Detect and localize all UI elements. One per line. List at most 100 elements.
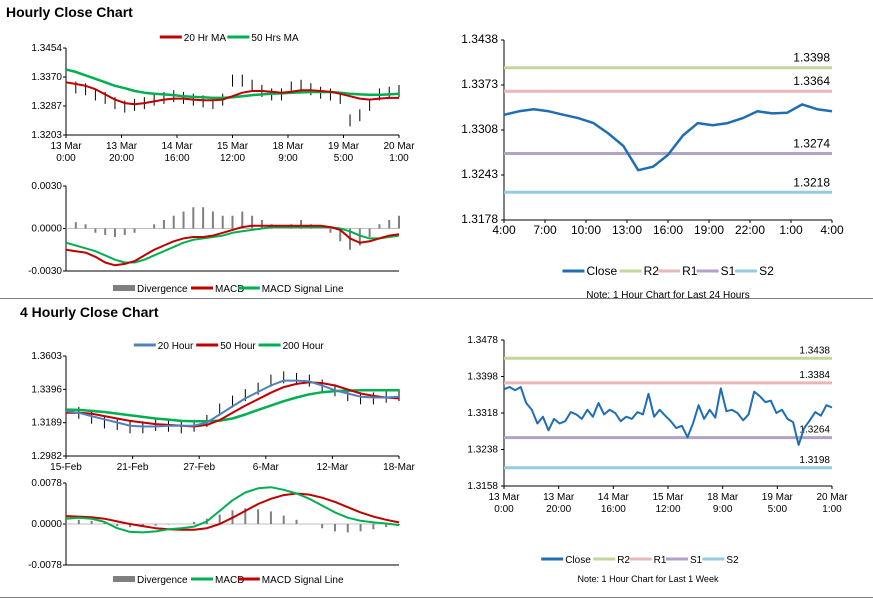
hourly-price-x-tick-time: 16:00 — [164, 153, 189, 164]
hourly-macd-macd-line — [65, 224, 400, 267]
four-hourly-close-y-tick: 1.3398 — [467, 372, 498, 383]
hourly-close-y-tick: 1.3438 — [461, 32, 498, 46]
four-hourly-price-ma-20-line — [65, 379, 400, 428]
four-hourly-price-x-tick: 27-Feb — [183, 462, 215, 473]
four-hourly-close-x-tick-time: 16:00 — [601, 504, 626, 515]
four-hourly-close-x-tick-date: 19 Mar — [762, 492, 794, 503]
four-hourly-price-y-tick: 1.3396 — [31, 384, 62, 395]
hourly-macd-y-tick: 0.0000 — [31, 224, 62, 235]
hourly-close-legend-label: R2 — [644, 264, 660, 278]
hourly-price-legend-label: 20 Hr MA — [184, 33, 227, 44]
four-hourly-price-x-tick: 15-Feb — [50, 462, 82, 473]
four-hourly-close-close-line — [503, 386, 833, 446]
hourly-macd-signal-line — [65, 226, 400, 264]
four-hourly-price-x-tick: 12-Mar — [317, 462, 349, 473]
four-hourly-close-legend-label: S2 — [726, 555, 739, 566]
four-hourly-close-y-tick: 1.3478 — [467, 335, 498, 346]
hourly-macd-y-tick: -0.0030 — [28, 266, 62, 277]
four-hourly-price-y-tick: 1.2982 — [31, 451, 62, 462]
hourly-close-legend-label: Close — [586, 264, 617, 278]
hourly-price-x-tick-time: 0:00 — [56, 153, 76, 164]
four-hourly-close-level-label: 1.3264 — [799, 425, 830, 436]
hourly-price-x-tick-date: 13 Mar — [50, 141, 82, 152]
four-hourly-close-y-tick: 1.3238 — [467, 445, 498, 456]
hourly-price-x-tick-time: 1:00 — [389, 153, 409, 164]
four-hourly-macd-legend-label: MACD Signal Line — [262, 575, 344, 586]
hourly-price-y-tick: 1.3454 — [31, 43, 62, 54]
four-hourly-price-y-tick: 1.3603 — [31, 351, 62, 362]
four-hourly-price-legend-label: 200 Hour — [283, 341, 325, 352]
four-hourly-close-x-tick-date: 13 Mar — [543, 492, 575, 503]
hourly-close-level-label: 1.3364 — [793, 74, 830, 88]
four-hourly-close-x-tick-time: 20:00 — [546, 504, 571, 515]
four-hourly-price-legend-label: 50 Hour — [220, 341, 256, 352]
four-hourly-close-x-tick-time: 9:00 — [713, 504, 733, 515]
four-hourly-close-x-tick-time: 0:00 — [494, 504, 514, 515]
hourly-price-y-tick: 1.3203 — [31, 130, 62, 141]
four-hourly-price-ma-200-line — [65, 389, 399, 423]
hourly-close-x-tick: 19:00 — [694, 223, 724, 237]
bottom-divider — [0, 597, 873, 598]
hourly-macd-legend-label: MACD — [215, 284, 244, 295]
hourly-price-x-tick-time: 5:00 — [334, 153, 354, 164]
four-hourly-close-level-label: 1.3438 — [799, 345, 830, 356]
hourly-close-x-tick: 1:00 — [779, 223, 803, 237]
hourly-macd-y-tick: 0.0030 — [31, 181, 62, 192]
hourly-close-level-label: 1.3274 — [793, 137, 830, 151]
hourly-price-x-tick-time: 9:00 — [278, 153, 298, 164]
four-hourly-price-x-tick: 6-Mar — [253, 462, 280, 473]
hourly-price-legend-label: 50 Hrs MA — [251, 33, 299, 44]
four-hourly-macd-legend-swatch — [113, 576, 135, 582]
hourly-macd-legend-label: Divergence — [137, 284, 188, 295]
hourly-macd-legend-label: MACD Signal Line — [262, 284, 344, 295]
hourly-price-x-tick-date: 19 Mar — [328, 141, 360, 152]
hourly-close-legend-label: R1 — [682, 264, 698, 278]
hourly-close-y-tick: 1.3243 — [461, 167, 498, 181]
four-hourly-close-y-tick: 1.3158 — [467, 481, 498, 492]
four-hourly-price-x-tick: 21-Feb — [117, 462, 149, 473]
hourly-price-x-tick-date: 18 Mar — [272, 141, 304, 152]
four-hourly-price-ma-50-line — [66, 381, 400, 428]
four-hourly-close-y-tick: 1.3318 — [467, 408, 498, 419]
hourly-macd-legend-swatch — [113, 285, 135, 291]
hourly-close-level-label: 1.3218 — [793, 175, 830, 189]
hourly-close-x-tick: 4:00 — [820, 223, 844, 237]
four-hourly-price-legend-label: 20 Hour — [158, 341, 194, 352]
four-hourly-section-title: 4 Hourly Close Chart — [20, 304, 159, 320]
hourly-close-legend-label: S1 — [721, 264, 736, 278]
four-hourly-macd-y-tick: 0.0078 — [31, 478, 62, 489]
four-hourly-close-x-tick-time: 5:00 — [768, 504, 788, 515]
hourly-price-ma-fast-line — [65, 81, 399, 106]
hourly-close-x-tick: 7:00 — [533, 223, 557, 237]
four-hourly-close-x-tick-date: 13 Mar — [488, 492, 520, 503]
four-hourly-macd-legend-label: Divergence — [137, 575, 188, 586]
hourly-close-close-line — [503, 103, 833, 172]
hourly-close-y-tick: 1.3308 — [461, 122, 498, 136]
hourly-price-x-tick-time: 20:00 — [109, 153, 134, 164]
four-hourly-close-x-tick-date: 18 Mar — [707, 492, 739, 503]
four-hourly-close-legend-label: S1 — [690, 555, 703, 566]
hourly-price-x-tick-date: 20 Mar — [383, 141, 415, 152]
four-hourly-close-level-label: 1.3198 — [799, 455, 830, 466]
four-hourly-macd-y-tick: -0.0078 — [28, 560, 62, 571]
four-hourly-close-x-tick-time: 1:00 — [822, 504, 842, 515]
hourly-close-x-tick: 22:00 — [735, 223, 765, 237]
four-hourly-close-x-tick-date: 14 Mar — [598, 492, 630, 503]
hourly-price-x-tick-date: 14 Mar — [161, 141, 193, 152]
hourly-section-title: Hourly Close Chart — [6, 4, 133, 20]
four-hourly-close-note: Note: 1 Hour Chart for Last 1 Week — [578, 574, 719, 584]
four-hourly-close-legend-label: R2 — [617, 555, 630, 566]
hourly-close-y-tick: 1.3178 — [461, 212, 498, 226]
hourly-price-x-tick-date: 13 Mar — [106, 141, 138, 152]
hourly-close-note: Note: 1 Hour Chart for Last 24 Hours — [586, 290, 749, 301]
four-hourly-macd-legend-label: MACD — [215, 575, 244, 586]
four-hourly-close-x-tick-date: 20 Mar — [816, 492, 848, 503]
four-hourly-close-x-tick-date: 15 Mar — [652, 492, 684, 503]
hourly-close-y-tick: 1.3373 — [461, 77, 498, 91]
hourly-close-x-tick: 4:00 — [492, 223, 516, 237]
hourly-price-y-tick: 1.3287 — [31, 101, 62, 112]
four-hourly-macd-y-tick: 0.0000 — [31, 519, 62, 530]
hourly-price-x-tick-time: 12:00 — [220, 153, 245, 164]
four-hourly-macd-signal-line — [65, 492, 400, 531]
